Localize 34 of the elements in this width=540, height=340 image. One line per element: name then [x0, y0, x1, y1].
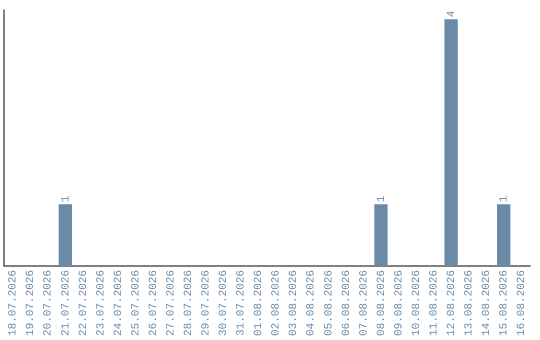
x-tick-label: 01.08.2026 [253, 270, 266, 336]
x-tick-label: 03.08.2026 [288, 270, 300, 336]
x-tick-label: 30.07.2026 [218, 270, 230, 336]
x-tick-label: 21.07.2026 [60, 270, 72, 336]
x-tick-label: 16.08.2026 [516, 270, 528, 336]
x-tick-label: 07.08.2026 [358, 270, 370, 336]
x-tick-label: 13.08.2026 [464, 270, 476, 336]
data-label: 1 [60, 195, 72, 202]
x-tick-label: 12.08.2026 [446, 270, 458, 336]
x-tick-label: 20.07.2026 [42, 270, 55, 336]
x-tick-label: 18.07.2026 [8, 270, 20, 336]
x-tick-label: 02.08.2026 [270, 270, 283, 336]
x-tick-label: 04.08.2026 [306, 270, 318, 336]
x-tick-label: 06.08.2026 [340, 270, 353, 336]
x-tick-label: 28.07.2026 [183, 270, 196, 336]
x-tick-label: 23.07.2026 [95, 270, 108, 336]
x-tick-label: 09.08.2026 [393, 270, 406, 336]
data-label: 1 [376, 195, 388, 202]
x-tick-label: 15.08.2026 [498, 270, 511, 336]
x-tick-label: 31.07.2026 [236, 270, 248, 336]
x-tick-label: 05.08.2026 [323, 270, 336, 336]
data-label: 1 [498, 195, 511, 202]
x-tick-label: 29.07.2026 [200, 270, 213, 336]
x-tick-label: 26.07.2026 [148, 270, 160, 336]
x-tick-label: 22.07.2026 [78, 270, 90, 336]
x-tick-label: 10.08.2026 [410, 270, 423, 336]
x-tick-label: 11.08.2026 [428, 270, 440, 336]
x-tick-label: 25.07.2026 [130, 270, 142, 336]
x-tick-label: 24.07.2026 [112, 270, 125, 336]
x-tick-label: 19.07.2026 [25, 270, 38, 336]
data-label: 4 [446, 10, 458, 18]
x-tick-label: 14.08.2026 [481, 270, 494, 336]
x-tick-label: 08.08.2026 [376, 270, 388, 336]
x-tick-label: 27.07.2026 [165, 270, 178, 336]
